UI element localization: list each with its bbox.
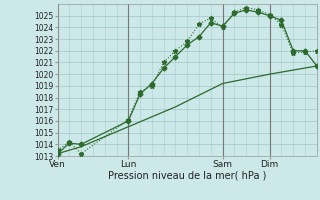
- X-axis label: Pression niveau de la mer( hPa ): Pression niveau de la mer( hPa ): [108, 171, 266, 181]
